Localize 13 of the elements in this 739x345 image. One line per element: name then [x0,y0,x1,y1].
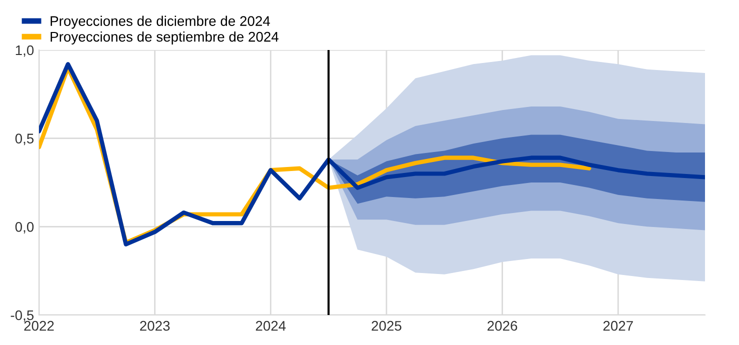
x-tick-label: 2023 [140,320,170,331]
line-series [39,62,705,246]
y-tick-label: 0,5 [15,134,34,146]
y-tick-label: 0,0 [15,222,34,234]
y-tick-label: -0,5 [10,310,34,322]
legend-label: Proyecciones de diciembre de 2024 [50,16,270,29]
x-tick-label: 2022 [24,320,54,331]
x-tick-label: 2027 [603,320,633,331]
x-tick-label: 2026 [488,320,518,331]
x-tick-label: 2024 [256,320,286,331]
y-tick-label: 1,0 [16,45,34,57]
x-tick-label: 2025 [372,320,402,331]
text: Proyecciones de septiembre de 2024 [50,31,278,44]
